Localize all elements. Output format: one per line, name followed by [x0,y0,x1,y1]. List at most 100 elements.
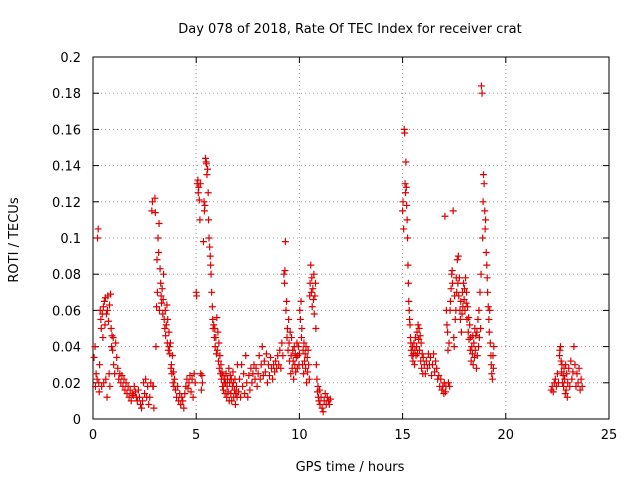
data-point [153,256,161,264]
data-point [246,386,254,394]
data-point [459,279,467,287]
data-point [205,234,213,242]
data-point [481,207,489,215]
data-point [405,306,413,314]
data-point [312,325,320,332]
data-point [578,382,586,390]
data-point [109,346,117,354]
data-point [189,393,197,401]
data-point [461,285,469,293]
data-point [280,270,288,278]
data-point [488,375,496,383]
data-point [260,357,268,365]
data-point [427,372,435,380]
data-point [403,201,411,209]
y-tick-label: 0 [73,413,81,428]
data-point [310,310,318,318]
data-point [316,401,324,409]
data-point [311,292,319,300]
data-point [215,339,223,347]
data-point [94,225,102,233]
data-point [155,220,163,228]
data-point [285,315,293,323]
data-point [263,379,271,387]
data-point [406,321,414,329]
data-point [561,375,569,383]
data-point [470,339,478,347]
data-point [309,296,317,304]
data-point [568,375,576,383]
data-point [449,207,457,215]
data-point [166,339,174,347]
data-point [232,382,240,390]
y-tick-label: 0.18 [52,87,81,102]
data-point [154,234,162,242]
data-point [139,397,147,405]
data-point [169,379,177,387]
data-point [167,361,175,369]
data-point [483,274,491,282]
data-point [126,386,134,394]
data-point [248,379,256,387]
data-point [468,343,476,351]
data-point [431,368,439,376]
data-point [118,372,126,380]
data-point [302,364,310,372]
data-point [213,314,221,322]
data-point [479,234,487,242]
data-point [163,301,171,309]
data-point [465,314,473,322]
data-point [455,274,463,282]
data-point [165,343,173,351]
data-point [278,339,286,347]
data-point [308,303,316,311]
data-point [444,379,452,387]
data-point [178,393,186,401]
data-point [477,325,485,332]
data-point [242,352,250,360]
data-point [444,346,452,354]
data-point [208,288,216,296]
chart-title: Day 078 of 2018, Rate Of TEC Index for r… [178,22,521,37]
data-point [312,361,320,369]
data-point [127,397,135,405]
data-point [107,290,115,298]
data-point [155,248,163,256]
data-point [229,368,237,376]
data-point [422,357,430,365]
data-point [152,343,160,351]
data-point [185,379,193,387]
data-point [458,310,466,318]
data-point [402,158,410,166]
data-point [473,352,481,360]
data-point [109,334,117,342]
data-point [409,357,417,365]
data-point [309,285,317,293]
data-point [415,325,423,332]
data-point [100,379,108,387]
data-point [485,315,493,323]
data-point [138,404,146,412]
data-point [285,339,293,347]
data-point [102,375,110,383]
data-point [402,183,410,191]
data-point [187,388,195,396]
data-point [314,382,322,390]
data-point [205,216,213,224]
data-point [191,379,199,387]
data-point [551,375,559,383]
data-point [208,303,216,311]
data-point [577,375,585,383]
data-point [293,339,301,347]
data-point [146,393,154,401]
data-point [562,361,570,369]
data-point [399,198,407,206]
grid [93,57,609,419]
data-point [201,201,209,209]
data-point [446,297,454,305]
data-point [307,261,315,269]
data-point [210,321,218,329]
data-point [229,379,237,387]
data-point [195,196,203,204]
data-point [203,171,211,179]
